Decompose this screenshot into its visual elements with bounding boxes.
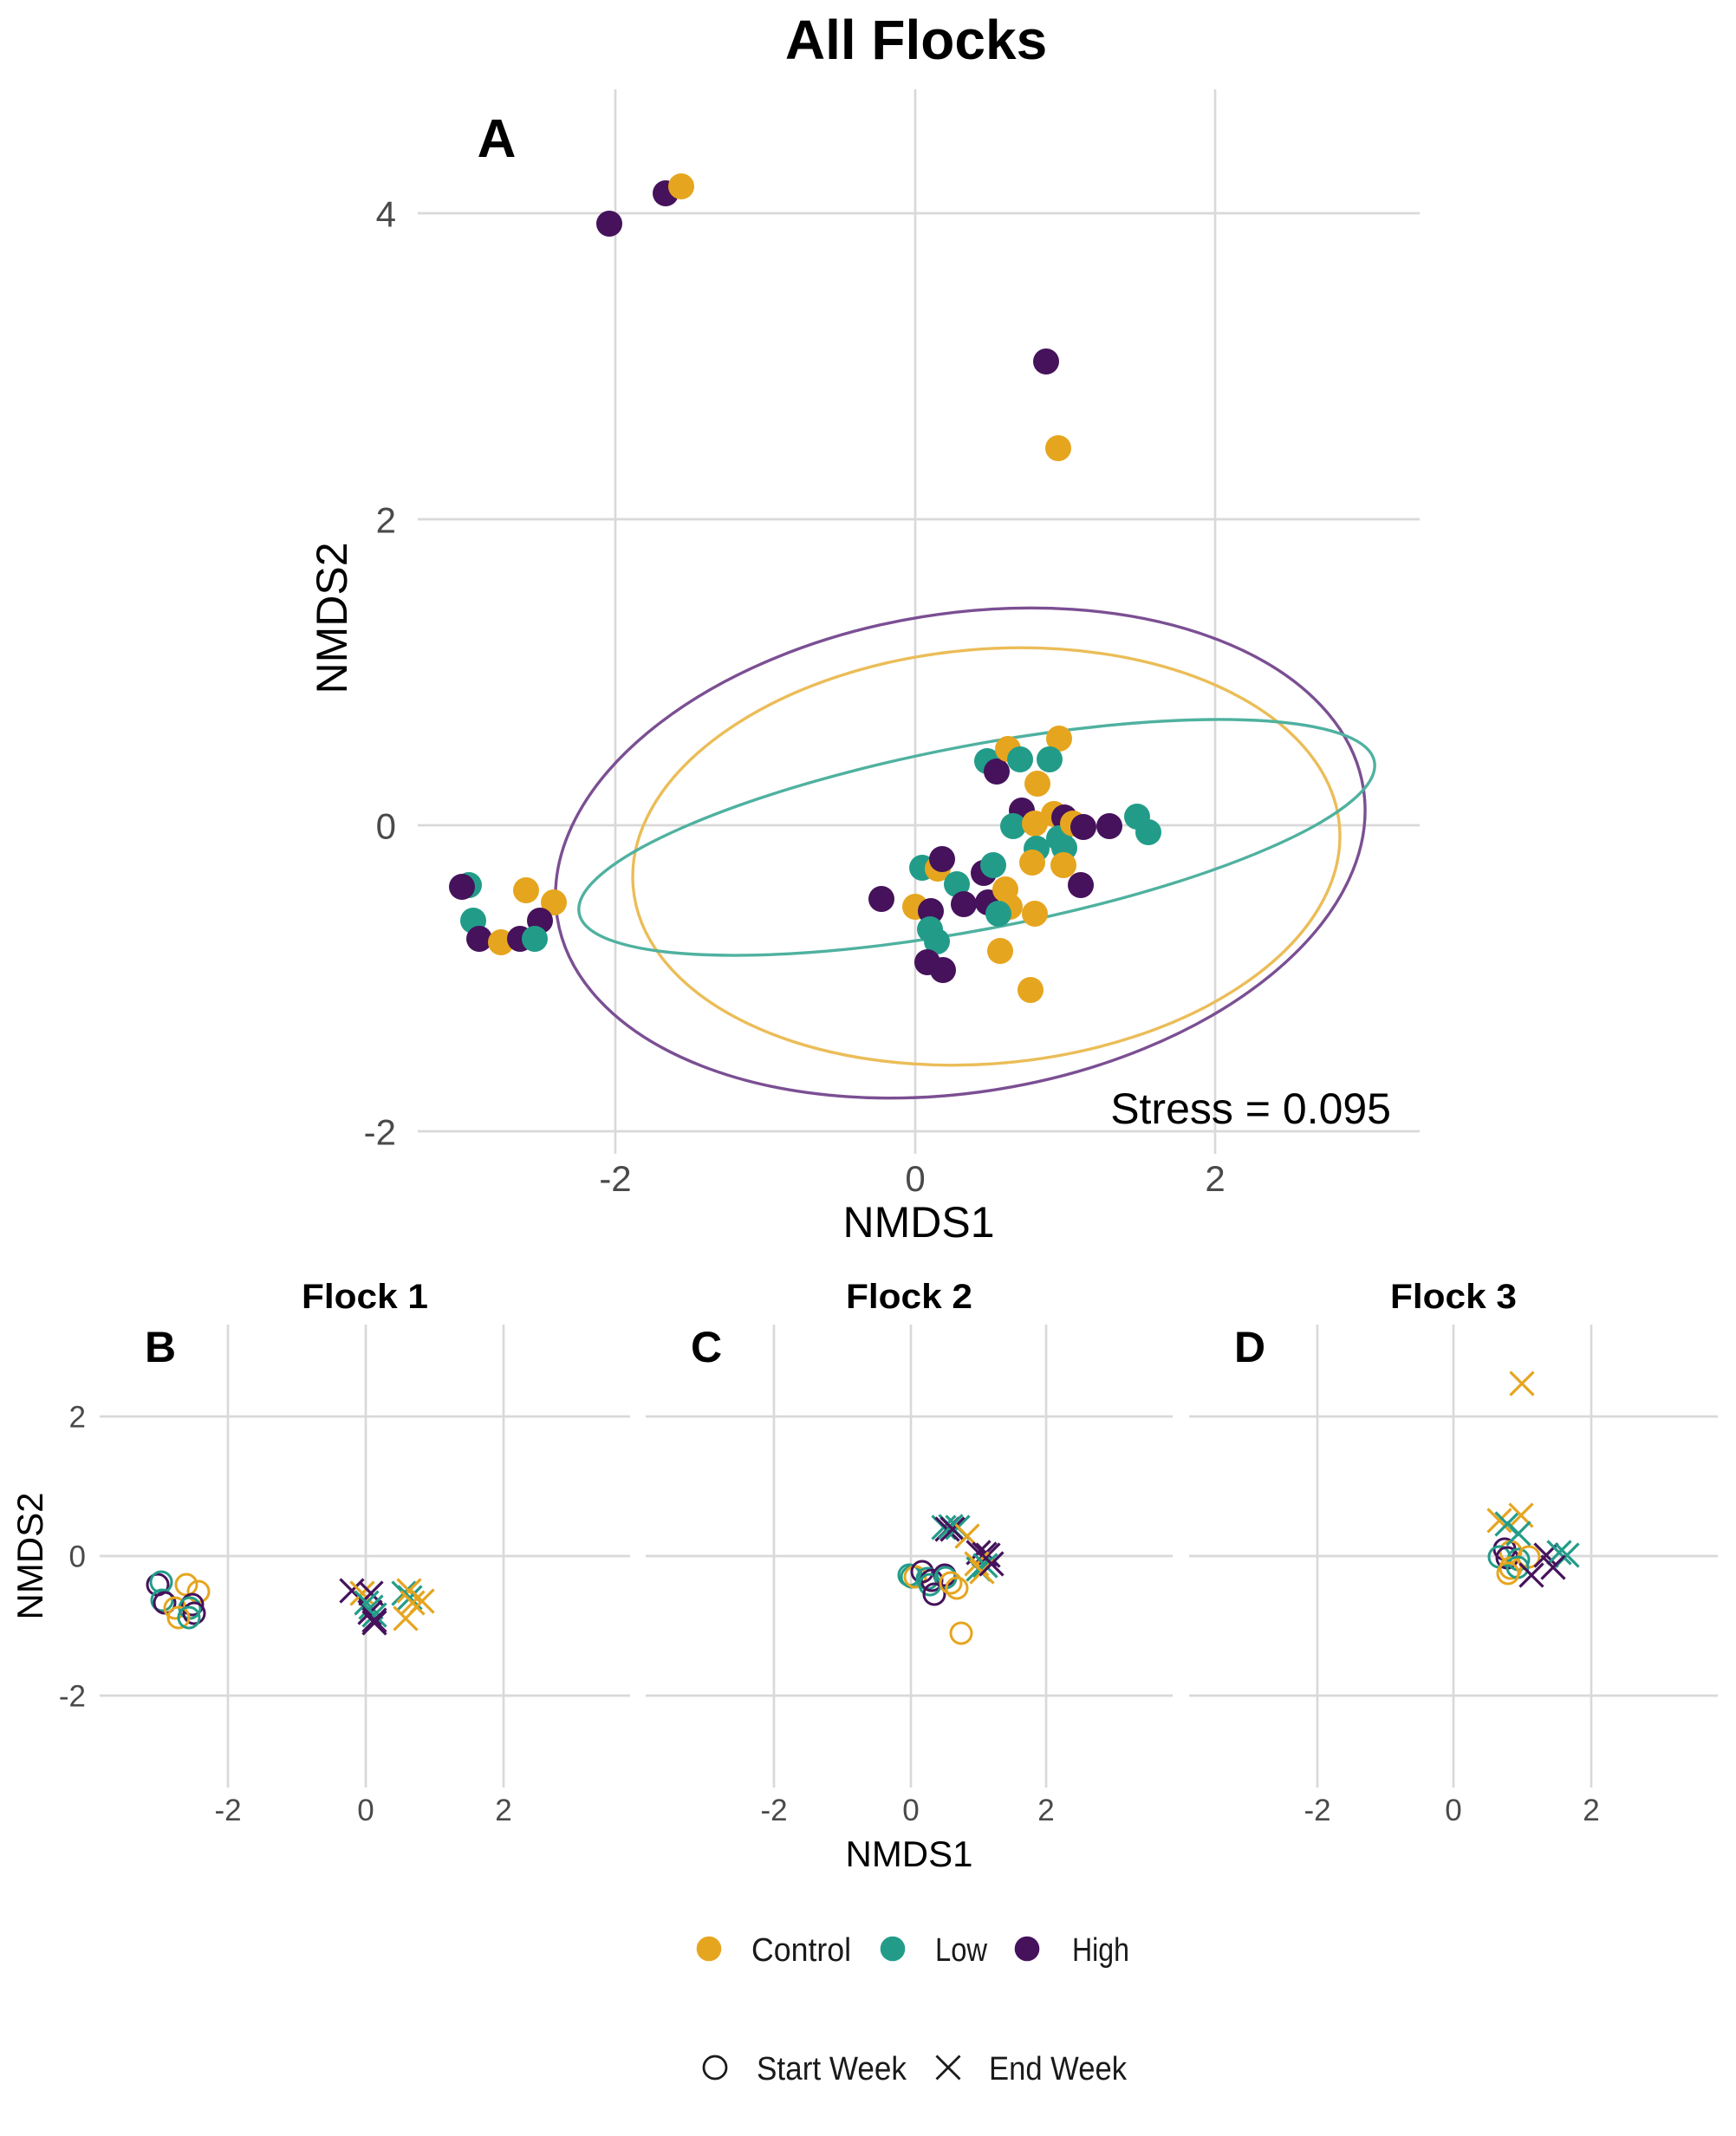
svg-text:0: 0: [69, 1540, 86, 1574]
svg-text:0: 0: [905, 1158, 925, 1199]
svg-text:4: 4: [376, 194, 396, 235]
svg-text:-2: -2: [599, 1158, 631, 1199]
svg-text:-2: -2: [760, 1794, 787, 1827]
svg-text:NMDS2: NMDS2: [308, 542, 356, 694]
svg-text:-2: -2: [364, 1112, 396, 1153]
svg-text:2: 2: [1205, 1158, 1225, 1199]
svg-text:C: C: [691, 1323, 722, 1371]
svg-text:Stress = 0.095: Stress = 0.095: [1110, 1084, 1391, 1133]
svg-text:NMDS2: NMDS2: [10, 1492, 50, 1619]
svg-text:A: A: [478, 109, 517, 169]
svg-text:NMDS1: NMDS1: [842, 1198, 994, 1247]
svg-text:0: 0: [902, 1794, 919, 1827]
svg-text:High: High: [1072, 1932, 1129, 1969]
svg-text:2: 2: [69, 1401, 86, 1435]
svg-text:Low: Low: [935, 1932, 987, 1969]
svg-text:End Week: End Week: [989, 2051, 1128, 2087]
svg-text:B: B: [145, 1323, 176, 1371]
svg-text:NMDS1: NMDS1: [845, 1833, 972, 1874]
svg-text:2: 2: [1583, 1794, 1599, 1827]
svg-text:Flock 2: Flock 2: [846, 1278, 972, 1316]
svg-text:0: 0: [376, 806, 396, 847]
svg-text:2: 2: [376, 500, 396, 541]
svg-text:0: 0: [1445, 1794, 1461, 1827]
svg-text:-2: -2: [1304, 1794, 1330, 1827]
svg-text:D: D: [1234, 1323, 1265, 1371]
svg-text:Flock 1: Flock 1: [302, 1278, 428, 1316]
svg-text:Start Week: Start Week: [757, 2051, 907, 2087]
svg-text:2: 2: [1037, 1794, 1054, 1827]
svg-text:Flock 3: Flock 3: [1390, 1278, 1517, 1316]
svg-text:0: 0: [357, 1794, 374, 1827]
svg-text:All Flocks: All Flocks: [785, 9, 1047, 71]
svg-text:Control: Control: [751, 1932, 851, 1969]
svg-text:2: 2: [495, 1794, 511, 1827]
svg-text:-2: -2: [59, 1680, 86, 1714]
svg-text:-2: -2: [214, 1794, 241, 1827]
